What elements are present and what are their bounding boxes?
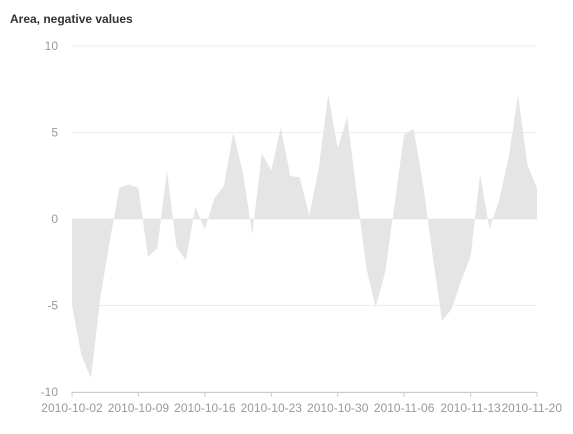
x-axis-ticks: 2010-10-02 2010-10-09 2010-10-16 2010-10-23… bbox=[41, 392, 562, 415]
area-fill bbox=[72, 94, 537, 379]
x-tick-label: 2010-10-30 bbox=[307, 401, 369, 415]
x-tick-label: 2010-10-09 bbox=[108, 401, 170, 415]
chart-title: Area, negative values bbox=[10, 12, 133, 26]
x-tick-label: 2010-11-20 bbox=[502, 401, 563, 415]
y-tick-label: -5 bbox=[47, 299, 58, 313]
x-tick-label: 2010-10-16 bbox=[174, 401, 236, 415]
x-tick-label: 2010-10-02 bbox=[41, 401, 103, 415]
y-tick-label: 0 bbox=[51, 212, 58, 226]
area-series bbox=[72, 94, 537, 379]
x-tick-label: 2010-11-13 bbox=[440, 401, 501, 415]
y-tick-label: 10 bbox=[45, 39, 59, 53]
y-axis-ticks: 10 5 0 -5 -10 bbox=[41, 39, 59, 399]
x-tick-label: 2010-11-06 bbox=[374, 401, 435, 415]
y-tick-label: -10 bbox=[41, 385, 59, 399]
x-tick-label: 2010-10-23 bbox=[241, 401, 303, 415]
y-tick-label: 5 bbox=[51, 126, 58, 140]
